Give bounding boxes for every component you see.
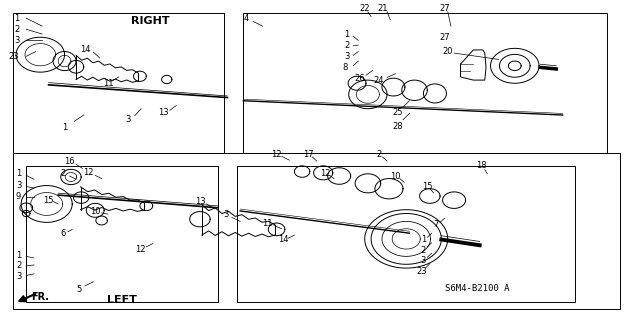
Text: 17: 17 xyxy=(303,150,314,159)
Text: 16: 16 xyxy=(65,157,75,166)
Bar xyxy=(26,166,218,302)
Text: 25: 25 xyxy=(393,108,403,117)
Text: 1: 1 xyxy=(14,14,19,23)
Text: 3: 3 xyxy=(14,36,19,45)
Text: 3: 3 xyxy=(223,210,228,219)
Text: 27: 27 xyxy=(439,33,450,42)
Bar xyxy=(243,13,607,153)
Text: 4: 4 xyxy=(244,14,249,23)
Text: 10: 10 xyxy=(390,173,401,182)
Text: 15: 15 xyxy=(44,196,54,205)
Text: 2: 2 xyxy=(376,150,381,159)
Text: 1: 1 xyxy=(16,251,21,260)
Text: 3: 3 xyxy=(125,115,131,124)
Text: 23: 23 xyxy=(417,267,428,276)
Text: 2: 2 xyxy=(421,246,426,255)
Text: 13: 13 xyxy=(195,197,205,206)
Text: 2: 2 xyxy=(14,25,19,34)
Text: 3: 3 xyxy=(16,181,21,190)
Text: LEFT: LEFT xyxy=(107,295,137,305)
Text: 24: 24 xyxy=(374,76,384,85)
Text: 3: 3 xyxy=(344,52,349,61)
Text: 1: 1 xyxy=(344,30,349,39)
Text: 18: 18 xyxy=(476,161,486,170)
Text: 22: 22 xyxy=(360,4,370,13)
Text: 5: 5 xyxy=(76,285,81,293)
Text: 10: 10 xyxy=(90,207,100,216)
Bar xyxy=(237,166,575,302)
Text: 26: 26 xyxy=(355,74,365,83)
Text: 13: 13 xyxy=(158,108,169,117)
Text: FR.: FR. xyxy=(31,292,49,302)
Text: 3: 3 xyxy=(420,256,426,265)
Text: 2: 2 xyxy=(16,261,21,271)
Text: 8: 8 xyxy=(343,63,348,72)
Text: 23: 23 xyxy=(8,52,19,61)
Text: 14: 14 xyxy=(80,45,90,55)
Text: 12: 12 xyxy=(84,168,94,177)
Text: 1: 1 xyxy=(16,169,21,178)
Text: 14: 14 xyxy=(278,235,288,244)
Text: 21: 21 xyxy=(378,4,388,13)
Text: 27: 27 xyxy=(439,4,450,13)
Text: 12: 12 xyxy=(271,150,282,159)
Text: 1: 1 xyxy=(62,123,67,132)
Text: 28: 28 xyxy=(392,122,403,131)
Text: 11: 11 xyxy=(262,219,273,228)
Bar xyxy=(13,13,224,153)
Text: 1: 1 xyxy=(421,235,426,244)
Text: S6M4-B2100 A: S6M4-B2100 A xyxy=(445,284,509,293)
Text: RIGHT: RIGHT xyxy=(131,16,170,26)
Text: 9: 9 xyxy=(16,192,21,202)
Text: 15: 15 xyxy=(422,182,433,191)
Text: 2: 2 xyxy=(344,41,349,50)
Text: 7: 7 xyxy=(433,220,439,229)
Bar xyxy=(13,153,620,309)
Text: 6: 6 xyxy=(61,229,66,238)
Text: 11: 11 xyxy=(103,79,113,88)
Text: 12: 12 xyxy=(320,169,330,178)
Text: 2: 2 xyxy=(61,169,66,178)
Text: 12: 12 xyxy=(134,245,145,254)
Text: 20: 20 xyxy=(442,47,453,56)
Text: 3: 3 xyxy=(16,272,21,281)
